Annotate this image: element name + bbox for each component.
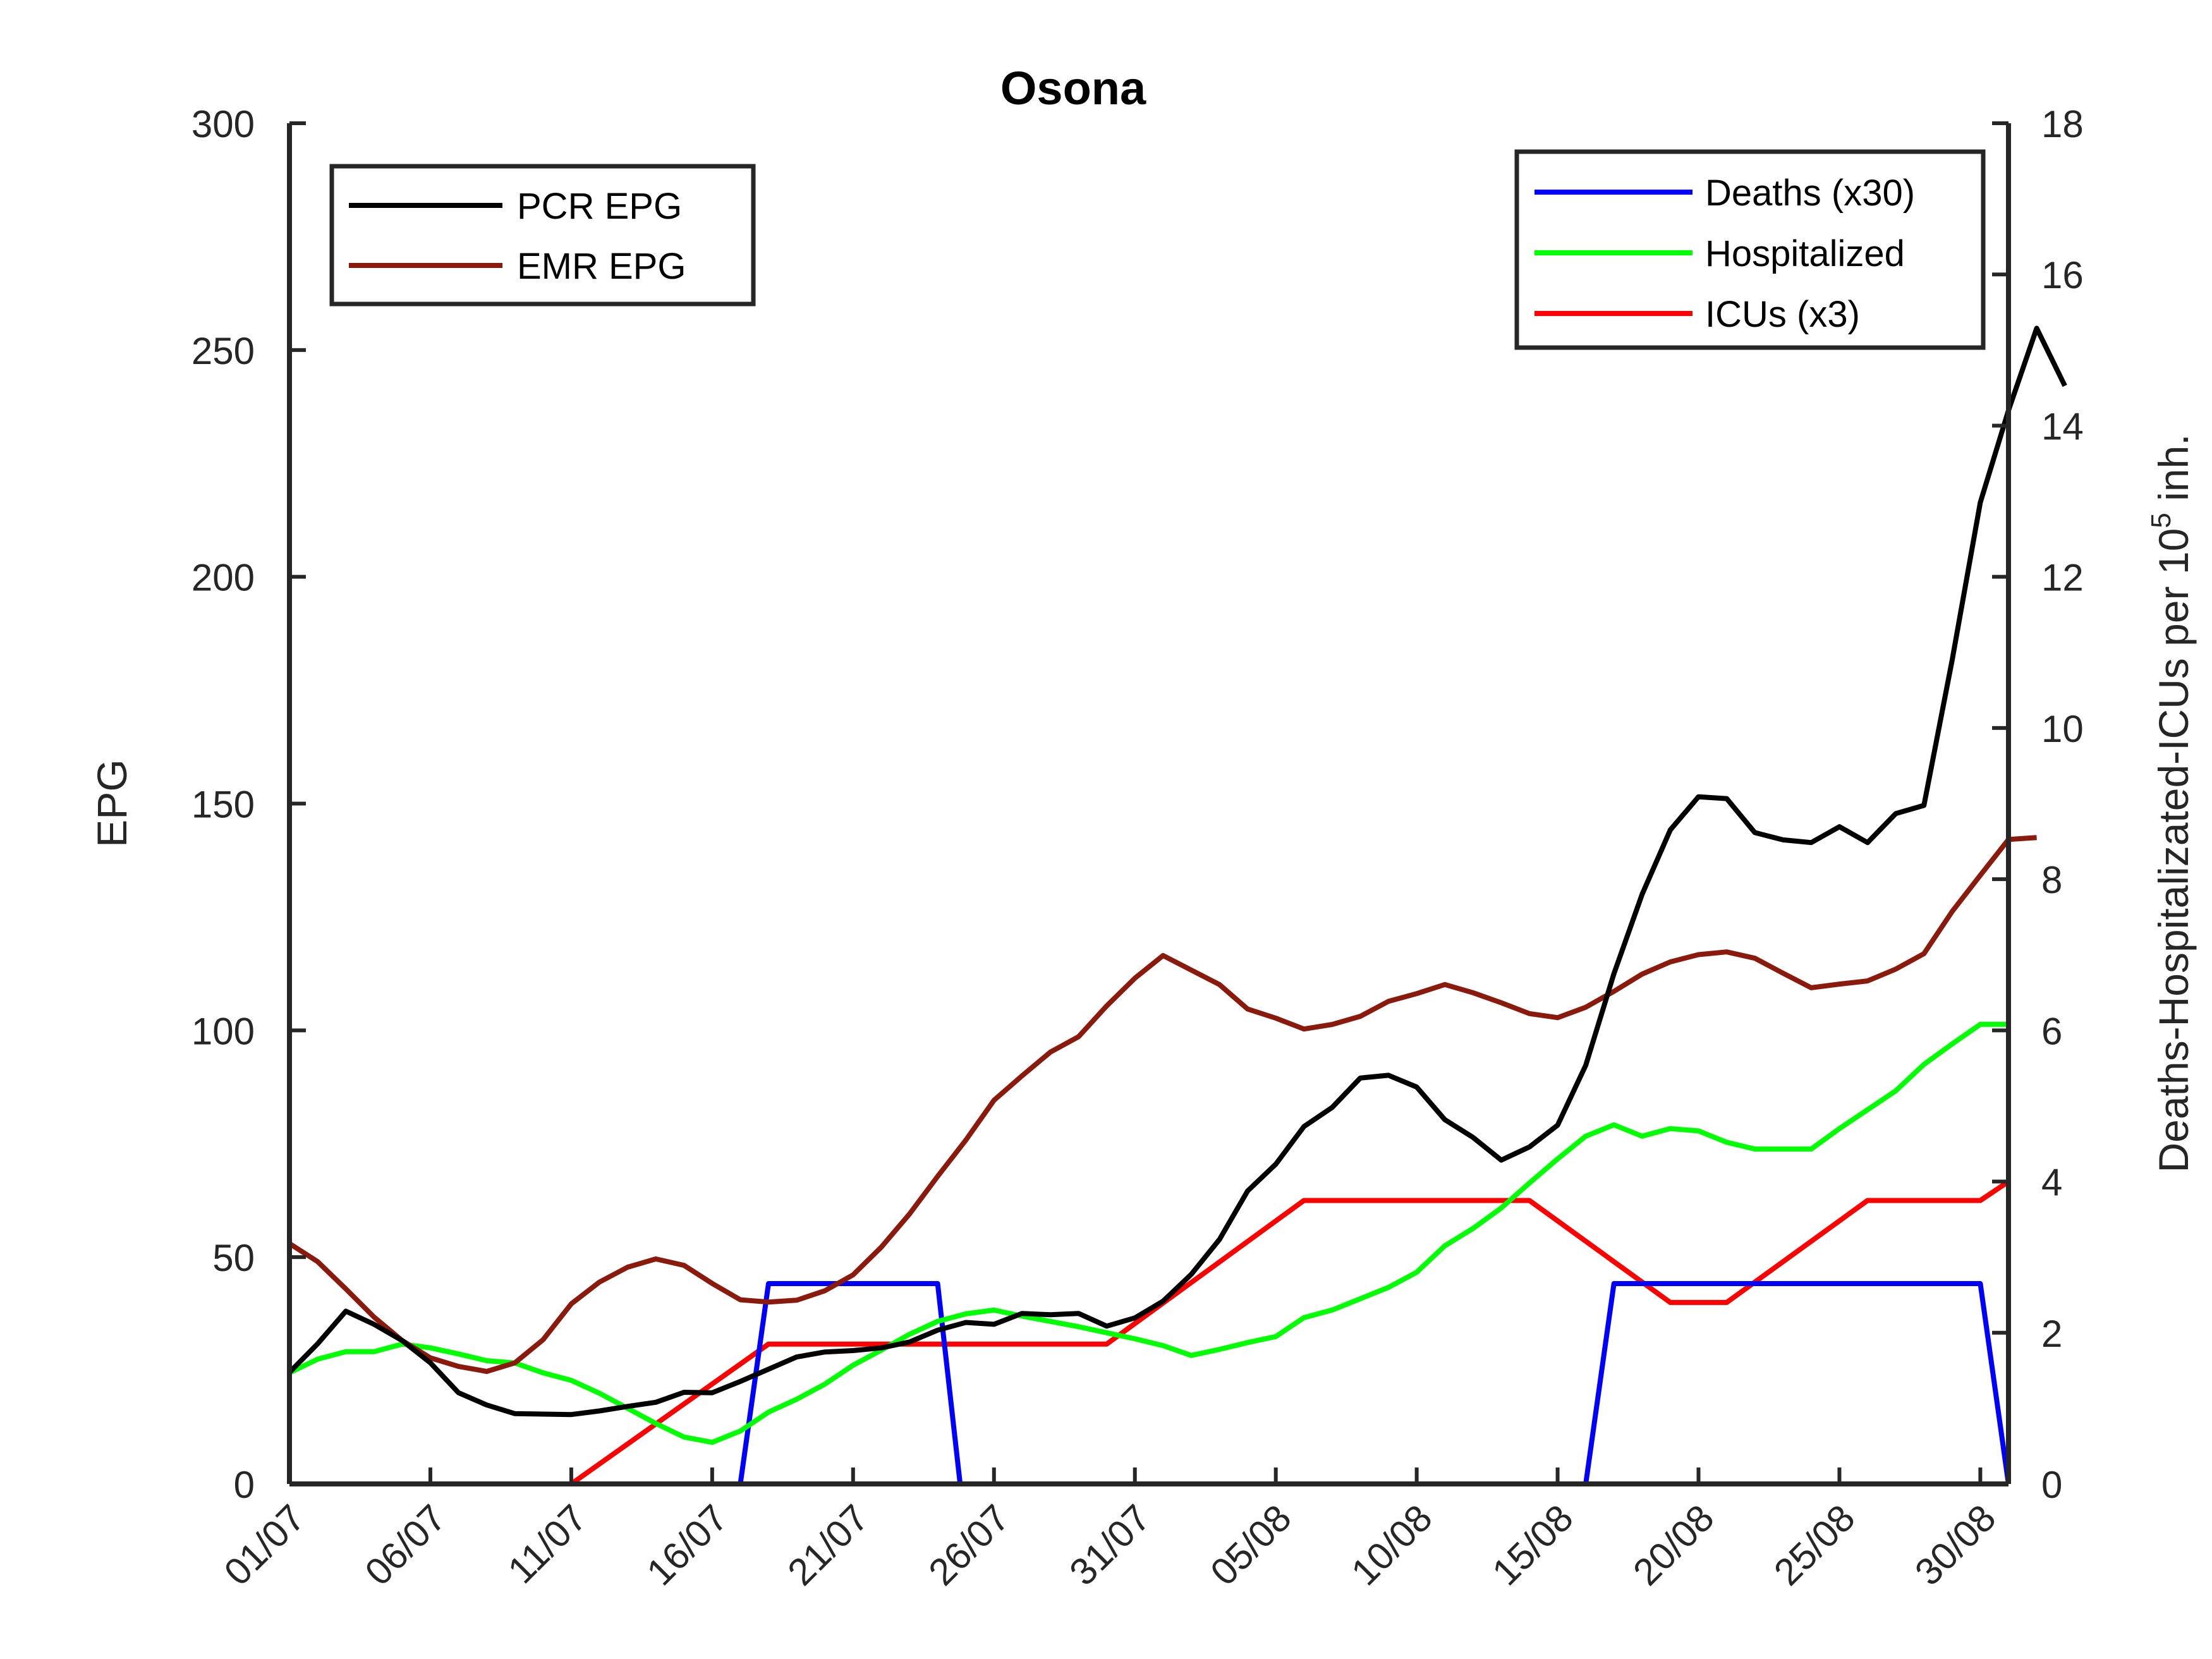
right-tick-label: 16 bbox=[2041, 254, 2084, 296]
right-tick-label: 10 bbox=[2041, 708, 2084, 750]
series-line-deaths-x30 bbox=[289, 1281, 2011, 1486]
right-axis-title: Deaths-Hospitalizated-ICUs per 105 inh. bbox=[2146, 434, 2197, 1172]
series-line-emr-epg bbox=[288, 835, 2037, 1374]
legend-right: Deaths (x30) Hospitalized ICUs (x3) bbox=[1514, 149, 1986, 350]
right-tick-label: 14 bbox=[2041, 405, 2084, 447]
left-axis-title: EPG bbox=[88, 759, 135, 847]
legend-label-deaths: Deaths (x30) bbox=[1705, 173, 1915, 214]
right-tick-label: 4 bbox=[2041, 1162, 2062, 1204]
legend-left: PCR EPG EMR EPG bbox=[329, 164, 756, 307]
left-tick-label: 250 bbox=[191, 330, 255, 372]
legend-label-icus: ICUs (x3) bbox=[1705, 294, 1860, 335]
right-tick-label: 6 bbox=[2041, 1010, 2062, 1052]
legend-label-hospitalized: Hospitalized bbox=[1705, 233, 1905, 274]
chart-title: Osona bbox=[1000, 62, 1146, 114]
left-y-axis-ticks: 0 50 100 150 200 250 300 bbox=[191, 103, 306, 1506]
legend-right-box bbox=[1514, 149, 1986, 350]
left-tick-label: 200 bbox=[191, 557, 255, 599]
right-tick-label: 8 bbox=[2041, 859, 2062, 901]
left-tick-label: 50 bbox=[212, 1237, 255, 1279]
legend-label-emr-epg: EMR EPG bbox=[517, 246, 686, 287]
left-tick-label: 100 bbox=[191, 1010, 255, 1052]
right-y-axis-ticks: 0 2 4 6 8 10 12 14 16 18 bbox=[1992, 103, 2084, 1506]
right-tick-label: 2 bbox=[2041, 1313, 2062, 1355]
legend-left-box bbox=[329, 164, 756, 307]
series-line-pcr-epg bbox=[288, 325, 2067, 1418]
left-tick-label: 0 bbox=[234, 1464, 255, 1506]
left-tick-label: 150 bbox=[191, 784, 255, 826]
left-tick-label: 300 bbox=[191, 103, 255, 145]
series-line-hospitalized bbox=[288, 1021, 2008, 1445]
right-axis-title-superscript: 5 bbox=[2146, 513, 2177, 528]
right-tick-label: 18 bbox=[2041, 103, 2084, 145]
right-tick-label: 0 bbox=[2041, 1464, 2062, 1506]
legend-label-pcr-epg: PCR EPG bbox=[517, 186, 682, 227]
right-axis-title-suffix: inh. bbox=[2150, 434, 2197, 513]
series-layer bbox=[288, 325, 2067, 1486]
right-axis-title-prefix: Deaths-Hospitalizated-ICUs per 10 bbox=[2150, 528, 2197, 1173]
right-tick-label: 12 bbox=[2041, 557, 2084, 599]
